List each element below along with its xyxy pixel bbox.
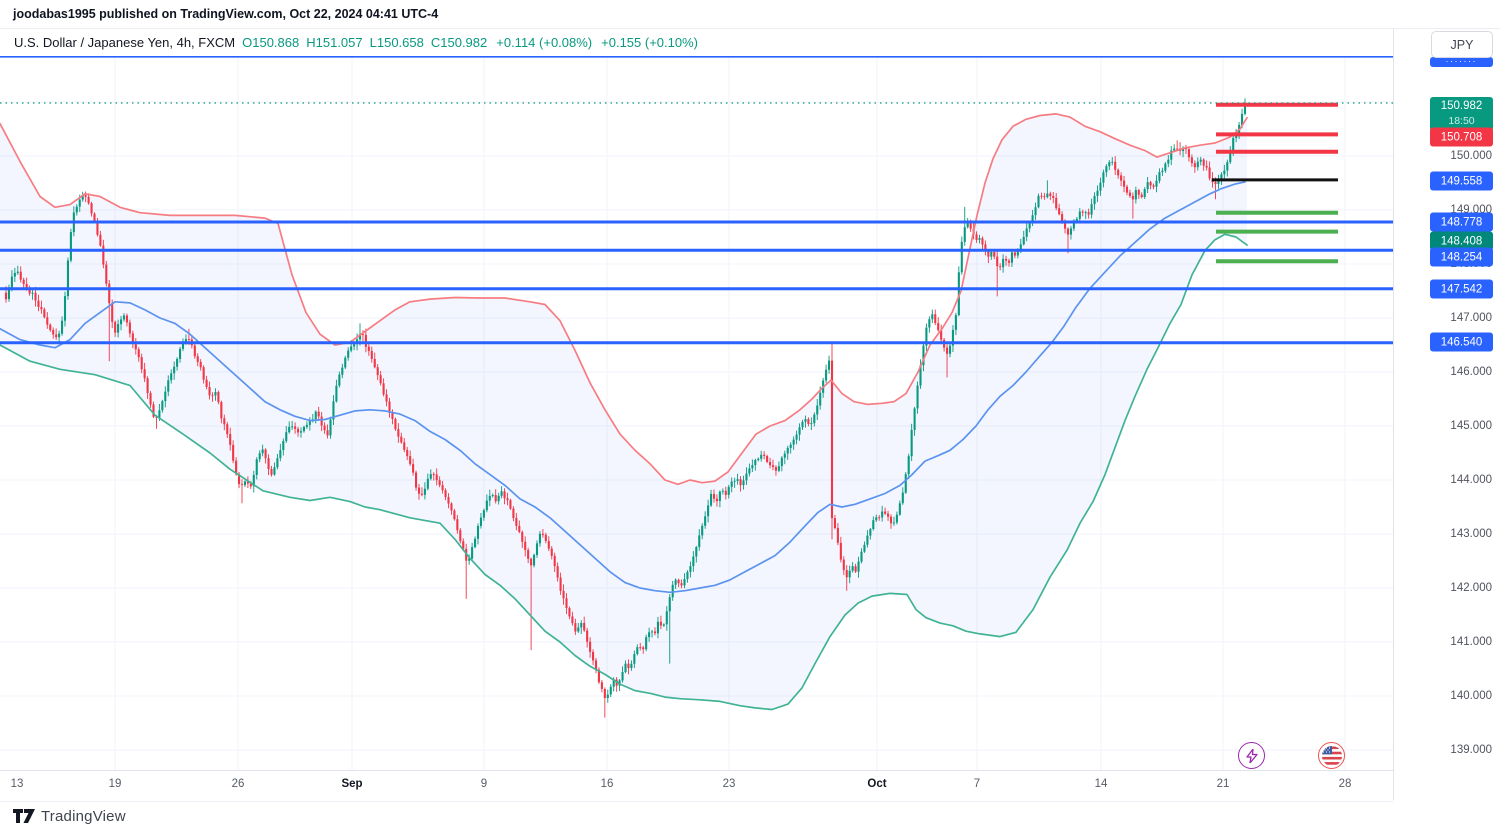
candlestick-series <box>4 98 1247 718</box>
price-label-clipped: ....... <box>1430 57 1493 67</box>
ohlc-values: O150.868 H151.057 L150.658 C150.982 +0.114 (… <box>235 34 698 51</box>
time-label-21: 21 <box>1216 778 1230 790</box>
ohlc-o: O150.868 <box>242 35 300 50</box>
time-label-Oct: Oct <box>867 778 887 790</box>
change-value-1: +0.155 (+0.10%) <box>601 35 698 50</box>
lightning-icon <box>1245 748 1258 763</box>
price-tick-147.000: 147.000 <box>1450 312 1492 324</box>
attribution-text: joodabas1995 published on TradingView.co… <box>0 0 1500 29</box>
watermark-label: TradingView <box>41 807 126 825</box>
price-tick-145.000: 145.000 <box>1450 420 1492 432</box>
symbol-header: U.S. Dollar / Japanese Yen, 4h, FXCM O150… <box>0 29 1393 56</box>
time-label-19: 19 <box>108 778 122 790</box>
time-label-14: 14 <box>1094 778 1108 790</box>
price-label-last: 150.982 18:50 <box>1430 97 1493 131</box>
time-axis[interactable]: 13 19 26 Sep 9 16 23 Oct 7 14 21 28 <box>0 770 1393 802</box>
bollinger-lower <box>0 233 1248 711</box>
price-label-148.778: 148.778 <box>1430 212 1493 232</box>
price-tick-144.000: 144.000 <box>1450 474 1492 486</box>
price-label-146.540: 146.540 <box>1430 332 1493 352</box>
price-tick-141.000: 141.000 <box>1450 636 1492 648</box>
time-label-Sep: Sep <box>341 778 363 790</box>
symbol-title[interactable]: U.S. Dollar / Japanese Yen, 4h, FXCM <box>14 35 236 50</box>
price-tick-139.000: 139.000 <box>1450 744 1492 756</box>
price-label-148.408: 148.408 <box>1430 231 1493 251</box>
bollinger-upper <box>0 113 1248 486</box>
price-label-148.254: 148.254 <box>1430 247 1493 267</box>
time-label-13: 13 <box>10 778 24 790</box>
price-tick-140.000: 140.000 <box>1450 690 1492 702</box>
chart-plot-area[interactable] <box>0 0 1393 770</box>
ohlc-l: L150.658 <box>369 35 424 50</box>
time-label-16: 16 <box>600 778 614 790</box>
time-label-26: 26 <box>231 778 245 790</box>
us-flag-icon <box>1321 745 1342 766</box>
tradingview-watermark[interactable]: TradingView <box>13 806 126 826</box>
bar-countdown: 18:50 <box>1448 115 1475 127</box>
tradingview-logo-icon <box>13 809 35 823</box>
price-label-150.708: 150.708 <box>1430 127 1493 147</box>
ohlc-c: C150.982 <box>430 35 488 50</box>
price-axis[interactable]: JPY 150.000149.000148.000147.000146.0001… <box>1393 29 1500 800</box>
price-tick-143.000: 143.000 <box>1450 528 1492 540</box>
currency-tab[interactable]: JPY <box>1431 31 1493 58</box>
time-label-23: 23 <box>722 778 736 790</box>
economic-event-lightning-icon[interactable] <box>1238 742 1265 769</box>
price-tick-142.000: 142.000 <box>1450 582 1492 594</box>
economic-event-us-flag-icon[interactable] <box>1318 742 1345 769</box>
time-label-7: 7 <box>973 778 981 790</box>
time-label-9: 9 <box>480 778 488 790</box>
time-label-28: 28 <box>1338 778 1352 790</box>
bollinger-basis <box>0 181 1246 594</box>
price-label-147.542: 147.542 <box>1430 279 1493 299</box>
price-tick-150.000: 150.000 <box>1450 150 1492 162</box>
bollinger-fill <box>0 113 1247 710</box>
change-value-0: +0.114 (+0.08%) <box>496 35 593 50</box>
price-label-149.558: 149.558 <box>1430 171 1493 191</box>
price-tick-146.000: 146.000 <box>1450 366 1492 378</box>
ohlc-h: H151.057 <box>306 35 363 50</box>
